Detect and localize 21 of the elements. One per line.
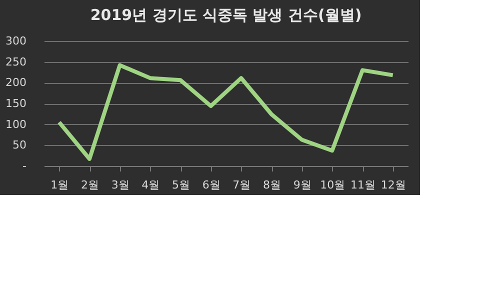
x-tick-label: 5월: [172, 178, 190, 192]
x-tick-label: 3월: [111, 178, 130, 192]
x-tick-label: 12월: [380, 178, 406, 192]
chart-title: 2019년 경기도 식중독 발생 건수(월별): [90, 6, 362, 24]
x-tick-label: 8월: [263, 178, 281, 192]
y-tick-label: 150: [6, 97, 26, 110]
x-tick-label: 4월: [142, 178, 160, 192]
x-tick-label: 10월: [320, 178, 346, 192]
x-tick-label: 1월: [50, 178, 69, 192]
y-tick-label: 300: [6, 34, 26, 48]
x-tick-label: 11월: [350, 178, 376, 192]
line-series: [57, 63, 395, 161]
x-tick-label: 7월: [232, 178, 251, 192]
x-tick-label: 6월: [202, 178, 220, 192]
y-tick-label: 250: [6, 55, 26, 68]
y-tick-label: 100: [6, 118, 26, 131]
x-tick-label: 2월: [81, 178, 99, 192]
y-tick-label: 200: [6, 76, 26, 90]
y-tick-label: -: [22, 160, 27, 172]
x-tick-label: 9월: [293, 178, 312, 192]
y-tick-label: 50: [12, 138, 26, 152]
